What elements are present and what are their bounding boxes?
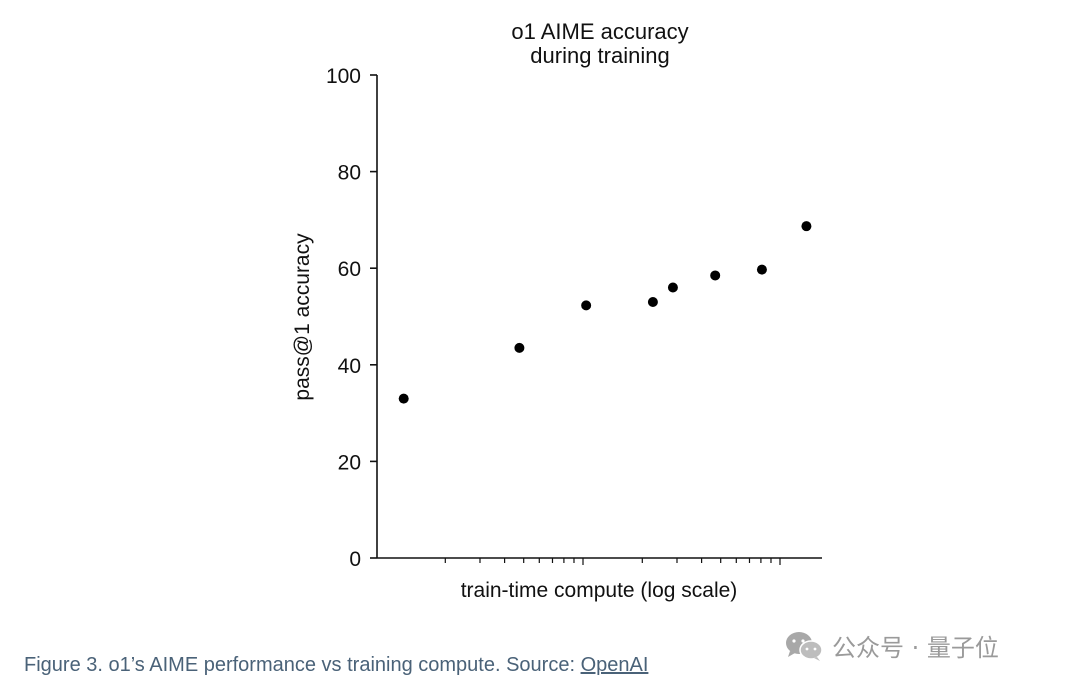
source-link[interactable]: OpenAI	[580, 654, 649, 676]
watermark-text: 公众号 · 量子位	[832, 634, 999, 662]
y-tick-label: 0	[349, 548, 361, 571]
y-tick-label: 80	[338, 162, 361, 185]
y-tick-label: 100	[326, 65, 361, 88]
y-tick-label: 20	[338, 451, 361, 474]
data-point	[756, 264, 767, 275]
data-point	[710, 270, 721, 281]
chart-title-line-2: during training	[530, 43, 669, 68]
y-tick-label: 40	[338, 355, 361, 378]
chart-title-line-1: o1 AIME accuracy	[511, 19, 688, 44]
data-point	[514, 342, 525, 353]
data-point	[647, 297, 658, 308]
watermark: 公众号 · 量子位	[784, 628, 999, 663]
caption-text: Figure 3. o1’s AIME performance vs train…	[24, 654, 581, 676]
figure-caption: Figure 3. o1’s AIME performance vs train…	[24, 654, 648, 677]
data-point	[667, 282, 678, 293]
y-axis-label: pass@1 accuracy	[291, 233, 314, 401]
y-ticks: 0 20 40 60 80 100	[326, 65, 377, 571]
y-tick-label: 60	[338, 258, 361, 281]
data-point	[398, 393, 409, 404]
wechat-icon	[786, 631, 823, 661]
data-points	[398, 221, 812, 404]
x-axis-label: train-time compute (log scale)	[461, 579, 738, 602]
x-minor-ticks	[444, 558, 781, 565]
data-point	[581, 300, 592, 311]
data-point	[801, 221, 812, 232]
